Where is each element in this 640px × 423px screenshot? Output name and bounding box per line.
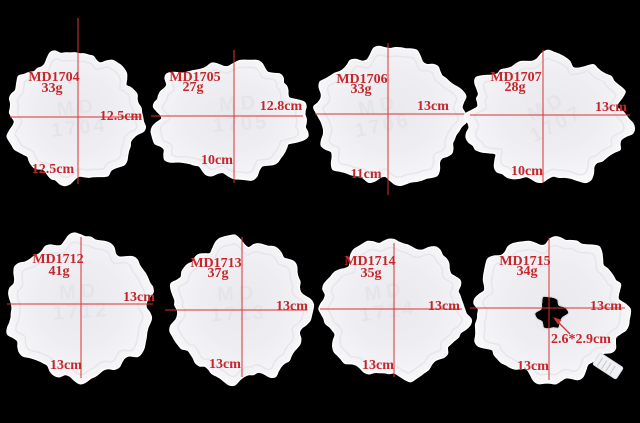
model-label: MD1707	[490, 70, 542, 85]
width-dimension-label: 13cm	[276, 299, 308, 314]
weight-label: 28g	[504, 80, 526, 95]
height-dimension-label: 12.5cm	[31, 162, 75, 177]
height-dimension-label: 13cm	[50, 358, 82, 373]
mold-inner-rim	[482, 244, 622, 376]
width-dimension-label: 12.8cm	[259, 99, 303, 114]
center-hole	[534, 295, 570, 330]
watermark-line1: MD	[217, 282, 259, 306]
size-tag	[592, 352, 624, 380]
model-label: MD1714	[344, 254, 396, 269]
watermark-line1: MD	[58, 280, 101, 305]
watermark-line2: 1713	[210, 302, 268, 327]
embossed-model-watermark: MD 1713	[210, 282, 268, 327]
watermark-line2: 1705	[212, 111, 270, 137]
model-label: MD1705	[169, 70, 221, 85]
height-dimension-label: 13cm	[209, 357, 241, 372]
weight-label: 34g	[516, 264, 538, 279]
hole-arrow-icon	[553, 317, 562, 325]
weight-label: 37g	[207, 266, 229, 281]
height-dimension-label: 11cm	[350, 167, 382, 182]
model-label: MD1715	[499, 254, 551, 269]
model-label: MD1706	[336, 72, 388, 87]
model-label: MD1712	[32, 252, 84, 267]
width-dimension-label: 13cm	[590, 299, 622, 314]
width-dimension-label: 12.5cm	[99, 109, 143, 124]
model-label: MD1704	[28, 70, 80, 85]
height-dimension-label: 10cm	[511, 164, 543, 179]
weight-label: 35g	[360, 266, 382, 281]
height-dimension-label: 13cm	[517, 359, 549, 374]
weight-label: 41g	[48, 264, 70, 279]
width-dimension-label: 13cm	[595, 100, 627, 115]
width-dimension-label: 13cm	[123, 290, 155, 305]
mold-blob	[150, 59, 309, 181]
mold-inner-rim	[159, 66, 300, 174]
weight-label: 27g	[182, 80, 204, 95]
mold-blob	[313, 45, 469, 187]
mold-blob	[318, 238, 473, 383]
weight-label: 33g	[41, 81, 63, 96]
width-dimension-label: 13cm	[428, 299, 460, 314]
mold-inner-rim	[473, 57, 625, 176]
hole-size-label: 2.6*2.9cm	[551, 332, 611, 347]
height-dimension-label: 13cm	[362, 358, 394, 373]
mold-inner-rim	[322, 54, 459, 178]
model-label: MD1713	[190, 256, 242, 271]
height-dimension-label: 10cm	[201, 153, 233, 168]
watermark-line1: MD	[218, 92, 261, 117]
mold-blob	[6, 232, 154, 385]
mold-blob	[463, 49, 636, 184]
embossed-model-watermark: MD 1705	[212, 92, 270, 137]
weight-label: 33g	[350, 82, 372, 97]
mold-inner-rim	[15, 241, 146, 376]
width-dimension-label: 13cm	[417, 99, 449, 114]
hole-arrow-line	[556, 320, 571, 335]
